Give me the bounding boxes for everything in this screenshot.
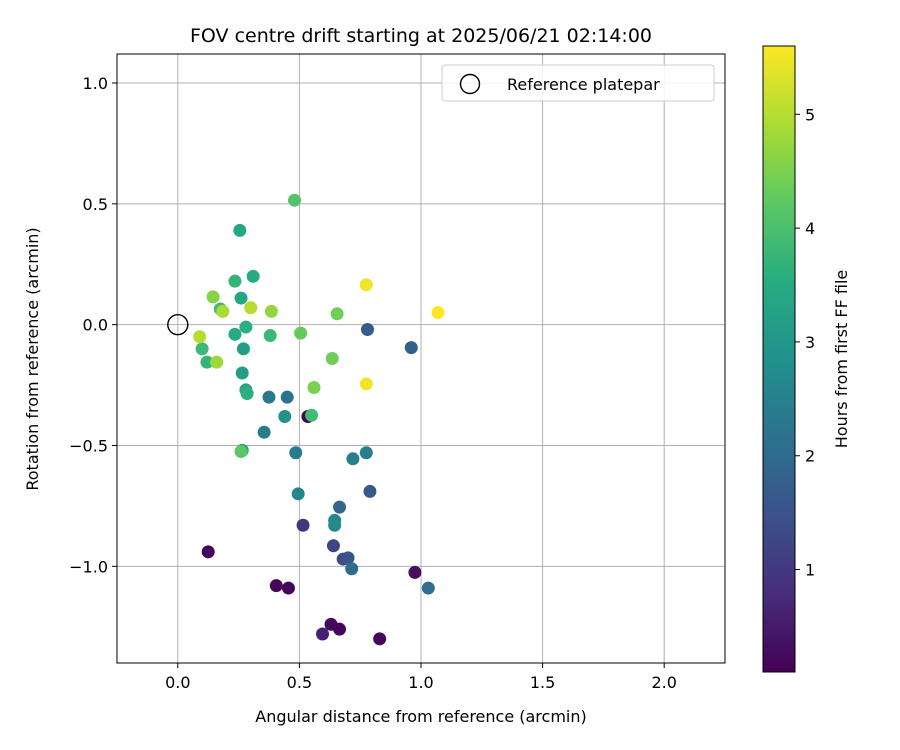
data-point	[195, 342, 209, 356]
reference-platepar-marker	[167, 313, 189, 336]
data-point	[359, 278, 373, 292]
data-point	[291, 487, 305, 501]
colorbar-tick-label: 1	[805, 561, 815, 580]
legend-entry-reference-platepar: Reference platepar	[507, 75, 660, 94]
data-point	[206, 290, 220, 304]
data-point	[346, 452, 360, 466]
data-point	[269, 579, 283, 593]
data-point	[294, 326, 308, 340]
data-point	[316, 627, 330, 641]
data-point	[228, 327, 242, 341]
data-point	[233, 223, 247, 237]
legend: Reference platepar	[441, 64, 715, 102]
data-point	[328, 518, 342, 532]
data-point	[234, 291, 248, 305]
data-point	[408, 565, 422, 579]
colorbar-tick-label: 3	[805, 333, 815, 352]
data-point	[239, 320, 253, 334]
data-point	[193, 330, 207, 344]
data-points	[193, 193, 445, 646]
data-point	[262, 390, 276, 404]
legend-reference-marker	[459, 73, 481, 95]
x-tick-label: 0.5	[287, 673, 312, 692]
data-point	[359, 446, 373, 460]
chart-title: FOV centre drift starting at 2025/06/21 …	[190, 25, 652, 47]
data-point	[307, 381, 321, 394]
data-point	[341, 551, 355, 565]
x-axis-label: Angular distance from reference (arcmin)	[255, 707, 586, 726]
colorbar-tick-label: 2	[805, 447, 815, 466]
data-point	[333, 622, 347, 636]
x-tick-label: 2.0	[651, 673, 676, 692]
data-point	[200, 355, 214, 369]
data-point	[326, 539, 340, 553]
y-tick-label: 0.0	[83, 316, 108, 335]
data-point	[264, 304, 278, 318]
data-point	[431, 306, 445, 320]
data-point	[201, 545, 215, 559]
data-point	[240, 387, 254, 401]
colorbar-tick-label: 5	[805, 105, 815, 124]
data-point	[363, 484, 377, 498]
x-tick-label: 0.0	[165, 673, 190, 692]
data-point	[360, 323, 374, 336]
data-point	[345, 562, 359, 576]
data-point	[246, 269, 260, 283]
data-point	[305, 408, 319, 422]
x-axis-ticks: 0.0 0.5 1.0 1.5 2.0	[165, 663, 677, 692]
colorbar-label: Hours from first FF file	[832, 270, 851, 449]
y-axis-ticks: −1.0 −0.5 0.0 0.5 1.0	[69, 74, 117, 576]
y-tick-label: 0.5	[83, 195, 108, 214]
x-tick-label: 1.5	[530, 673, 555, 692]
data-point	[296, 518, 310, 532]
data-point	[421, 581, 435, 595]
legend-box	[441, 64, 715, 102]
colorbar-ticks: 1 2 3 4 5	[795, 105, 815, 580]
y-tick-label: −1.0	[69, 557, 108, 576]
data-point	[278, 410, 292, 423]
data-point	[244, 301, 258, 315]
x-tick-label: 1.0	[408, 673, 433, 692]
colorbar: 1 2 3 4 5 Hours from first FF file	[762, 45, 851, 673]
data-point	[288, 193, 302, 207]
y-axis-label: Rotation from reference (arcmin)	[23, 227, 42, 490]
colorbar-tick-label: 4	[805, 219, 815, 238]
data-point	[373, 632, 387, 646]
colorbar-gradient	[762, 45, 796, 673]
data-point	[280, 390, 294, 404]
data-point	[333, 500, 347, 514]
data-point	[210, 355, 224, 369]
y-tick-label: −0.5	[69, 437, 108, 456]
data-point	[359, 377, 373, 391]
data-point	[330, 307, 344, 321]
data-point	[281, 581, 295, 595]
data-point	[263, 329, 277, 343]
data-point	[236, 342, 250, 356]
data-point	[257, 425, 271, 439]
data-point	[216, 304, 230, 318]
data-point	[235, 366, 249, 380]
y-tick-label: 1.0	[83, 74, 108, 93]
data-point	[228, 274, 242, 288]
data-point	[289, 446, 303, 460]
reference-marker-group	[167, 313, 189, 336]
data-point	[404, 341, 418, 355]
data-point	[325, 352, 339, 365]
data-point	[234, 445, 248, 459]
